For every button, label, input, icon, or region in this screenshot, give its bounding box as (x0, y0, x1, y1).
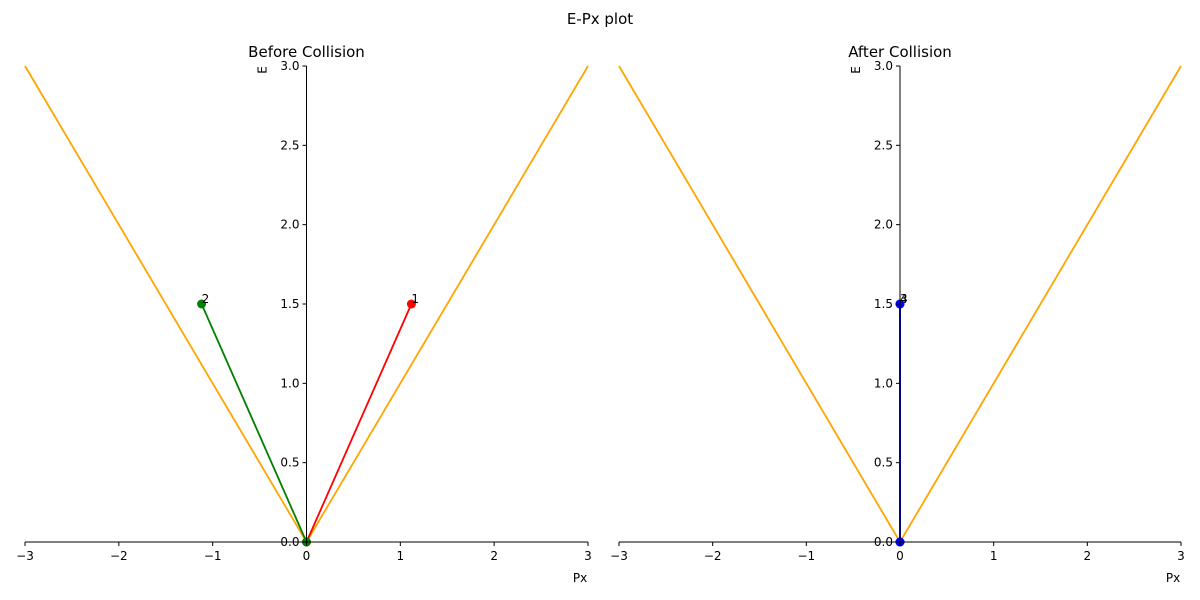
y-axis-label: E (849, 66, 863, 74)
x-tick-label: 3 (1177, 549, 1185, 563)
x-tick-label: −1 (204, 549, 222, 563)
vector-line-2 (200, 303, 308, 543)
y-tick-label: 1.0 (874, 376, 893, 390)
x-tick-label: −2 (704, 549, 722, 563)
x-axis-label: Px (1166, 571, 1180, 585)
x-tick-label: 0 (303, 549, 311, 563)
x-tick-label: 1 (990, 549, 998, 563)
y-tick-label: 0.0 (874, 535, 893, 549)
vector-label-1: 1 (411, 292, 419, 306)
y-tick-label: 2.0 (874, 218, 893, 232)
y-tick-label: 1.5 (280, 297, 299, 311)
y-tick-label: 3.0 (280, 59, 299, 73)
x-tick-label: −3 (16, 549, 34, 563)
x-tick-label: 1 (397, 549, 405, 563)
chart-title: Before Collision (248, 43, 365, 61)
figure-title: E-Px plot (567, 10, 633, 28)
x-axis-label: Px (573, 571, 587, 585)
x-tick-label: −3 (610, 549, 628, 563)
vector-tip-point-2 (197, 299, 207, 309)
y-tick-label: 1.0 (280, 376, 299, 390)
y-tick-label: 2.0 (280, 218, 299, 232)
x-tick-label: −2 (110, 549, 128, 563)
vector-label-3: 3 (900, 292, 908, 306)
vector-tip-point-1 (406, 299, 416, 309)
x-tick-label: 2 (1084, 549, 1092, 563)
y-tick-label: 2.5 (280, 138, 299, 152)
vector-label-4: 4 (900, 292, 908, 306)
vector-label-2: 2 (202, 292, 210, 306)
y-tick-label: 1.5 (874, 297, 893, 311)
x-tick-label: 3 (584, 549, 592, 563)
chart-title: After Collision (848, 43, 952, 61)
x-tick-label: −1 (797, 549, 815, 563)
y-tick-label: 0.0 (280, 535, 299, 549)
y-tick-label: 3.0 (874, 59, 893, 73)
y-tick-label: 0.5 (874, 456, 893, 470)
y-tick-label: 0.5 (280, 456, 299, 470)
x-tick-label: 0 (896, 549, 904, 563)
vector-line-1 (305, 303, 413, 543)
chart-before-collision: Before Collision 1 2 −3 −2 −1 0 1 2 3 0.0 0.5 1.0 1.5… (16, 43, 592, 585)
y-axis-label: E (256, 66, 270, 74)
y-tick-label: 2.5 (874, 138, 893, 152)
x-tick-label: 2 (490, 549, 498, 563)
